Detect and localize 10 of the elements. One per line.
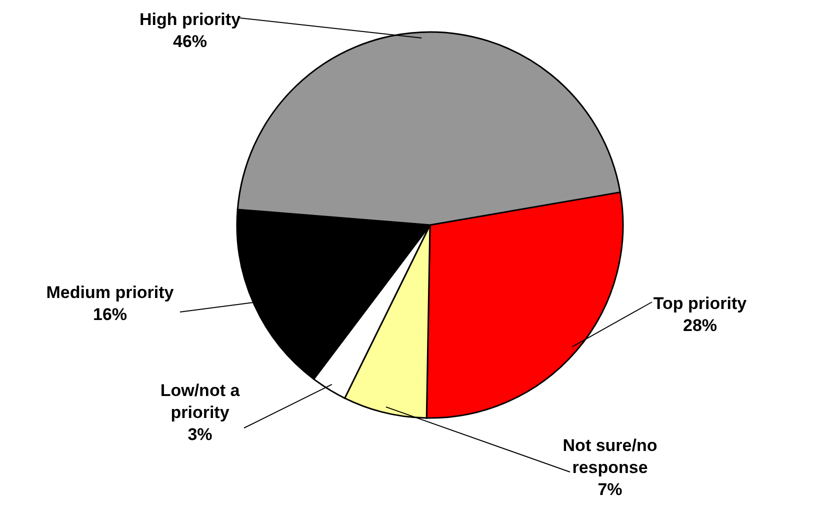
data-label: 46%	[172, 32, 208, 51]
data-label: 16%	[92, 305, 128, 324]
slice-label: Not sure/no response	[562, 436, 658, 477]
slice-label: Medium priority	[46, 283, 174, 302]
data-label: 3%	[188, 425, 212, 444]
slice-label: Top priority	[653, 294, 748, 313]
data-label: 28%	[682, 316, 718, 335]
slice-label: High priority	[139, 10, 242, 29]
data-label: 7%	[598, 480, 622, 499]
slice-label: Low/not a priority	[160, 381, 240, 422]
